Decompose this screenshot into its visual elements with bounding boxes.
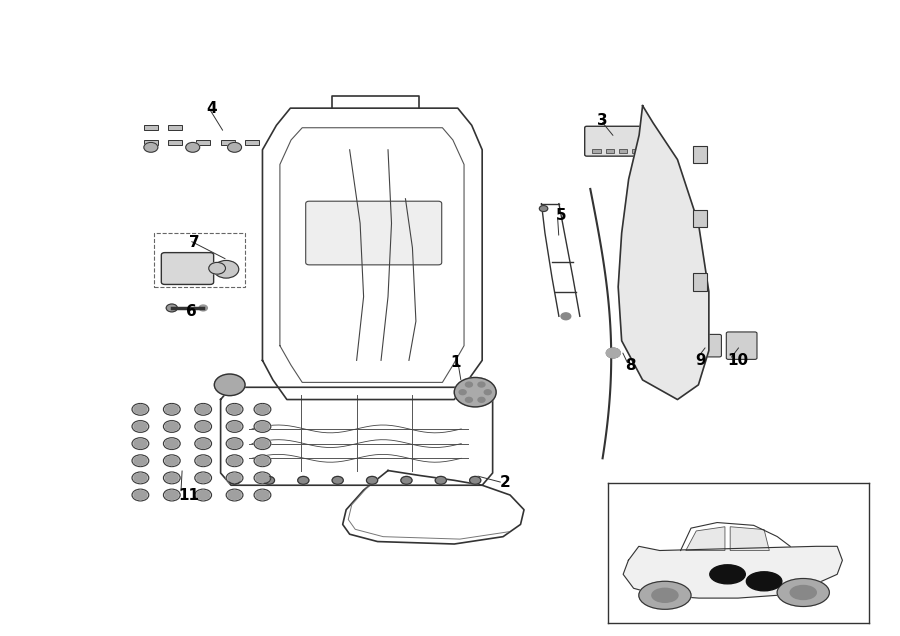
Circle shape xyxy=(209,263,226,274)
Text: 2: 2 xyxy=(500,475,510,490)
Circle shape xyxy=(164,455,180,467)
Circle shape xyxy=(746,572,782,591)
Bar xyxy=(592,149,600,153)
Polygon shape xyxy=(623,546,842,598)
Bar xyxy=(619,149,627,153)
Circle shape xyxy=(652,588,678,602)
Circle shape xyxy=(226,438,243,450)
Circle shape xyxy=(194,420,212,432)
Circle shape xyxy=(484,390,491,394)
Text: 7: 7 xyxy=(189,235,200,251)
Circle shape xyxy=(185,142,200,152)
Circle shape xyxy=(710,565,745,584)
Circle shape xyxy=(226,472,243,484)
Bar xyxy=(144,140,158,145)
Circle shape xyxy=(226,403,243,415)
Circle shape xyxy=(226,420,243,432)
Circle shape xyxy=(436,476,446,484)
Bar xyxy=(144,125,158,130)
Circle shape xyxy=(264,476,274,484)
Circle shape xyxy=(132,489,148,501)
Circle shape xyxy=(144,142,158,152)
Bar xyxy=(693,209,706,227)
Circle shape xyxy=(164,489,180,501)
Circle shape xyxy=(164,438,180,450)
Circle shape xyxy=(254,472,271,484)
FancyBboxPatch shape xyxy=(161,252,213,284)
Circle shape xyxy=(164,472,180,484)
Circle shape xyxy=(166,304,177,312)
Circle shape xyxy=(332,476,343,484)
Bar xyxy=(632,149,641,153)
Polygon shape xyxy=(730,527,770,551)
Text: 6: 6 xyxy=(185,304,196,319)
Circle shape xyxy=(229,476,240,484)
Polygon shape xyxy=(618,106,709,399)
Polygon shape xyxy=(686,527,725,551)
Circle shape xyxy=(366,476,378,484)
Circle shape xyxy=(254,489,271,501)
Circle shape xyxy=(298,476,309,484)
Circle shape xyxy=(132,455,148,467)
Text: 4: 4 xyxy=(207,100,217,116)
FancyBboxPatch shape xyxy=(726,332,757,359)
Circle shape xyxy=(164,403,180,415)
Circle shape xyxy=(132,438,148,450)
Text: 8: 8 xyxy=(626,358,635,373)
Bar xyxy=(245,140,259,145)
Text: 9: 9 xyxy=(695,353,706,368)
Circle shape xyxy=(228,142,241,152)
Circle shape xyxy=(454,378,496,407)
Circle shape xyxy=(539,205,548,212)
Circle shape xyxy=(132,420,148,432)
Bar xyxy=(168,140,182,145)
Circle shape xyxy=(639,581,691,609)
Bar xyxy=(693,273,706,291)
Circle shape xyxy=(194,403,212,415)
Circle shape xyxy=(465,398,472,403)
Circle shape xyxy=(194,455,212,467)
Text: 5: 5 xyxy=(555,209,566,223)
Circle shape xyxy=(561,313,571,320)
Circle shape xyxy=(607,348,620,358)
Circle shape xyxy=(470,476,481,484)
Circle shape xyxy=(132,472,148,484)
Circle shape xyxy=(194,489,212,501)
Bar xyxy=(196,140,210,145)
Circle shape xyxy=(254,455,271,467)
Bar xyxy=(693,146,706,163)
Circle shape xyxy=(132,403,148,415)
Circle shape xyxy=(194,472,212,484)
Circle shape xyxy=(214,374,245,396)
Circle shape xyxy=(459,390,466,394)
Text: 10: 10 xyxy=(728,353,749,368)
Bar xyxy=(168,125,182,130)
Text: 11: 11 xyxy=(179,488,200,502)
Circle shape xyxy=(465,382,472,387)
Text: 3: 3 xyxy=(598,113,608,128)
Circle shape xyxy=(213,261,238,278)
Bar xyxy=(155,233,245,287)
Text: 1: 1 xyxy=(451,356,462,370)
Circle shape xyxy=(194,438,212,450)
Circle shape xyxy=(226,489,243,501)
Circle shape xyxy=(226,455,243,467)
Circle shape xyxy=(254,403,271,415)
Circle shape xyxy=(478,382,485,387)
Circle shape xyxy=(778,579,830,607)
Bar xyxy=(220,140,235,145)
FancyBboxPatch shape xyxy=(585,127,652,156)
Circle shape xyxy=(254,420,271,432)
Circle shape xyxy=(254,438,271,450)
Circle shape xyxy=(199,305,207,311)
Bar xyxy=(606,149,614,153)
Circle shape xyxy=(400,476,412,484)
Circle shape xyxy=(790,586,816,600)
Circle shape xyxy=(478,398,485,403)
FancyBboxPatch shape xyxy=(306,201,442,265)
FancyBboxPatch shape xyxy=(697,335,722,357)
Circle shape xyxy=(164,420,180,432)
